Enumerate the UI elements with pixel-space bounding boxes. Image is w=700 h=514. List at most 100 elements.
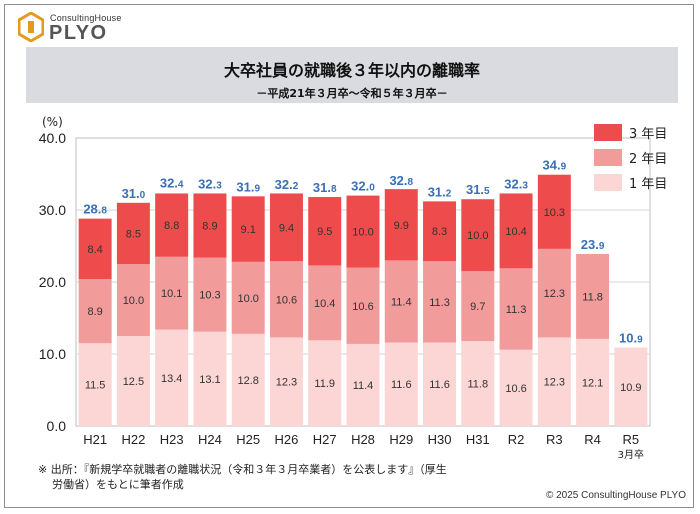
x-tick-label: H29 xyxy=(389,432,413,447)
bar-segment-2-year xyxy=(155,256,189,330)
bar-segment-3-year xyxy=(269,193,303,262)
x-tick-label: H25 xyxy=(236,432,260,447)
bar-segment-3-year xyxy=(193,193,227,258)
data-label: 13.1 xyxy=(199,374,220,386)
data-label: 8.5 xyxy=(126,228,141,240)
y-tick-label: 30.0 xyxy=(39,202,66,218)
data-label: 8.9 xyxy=(202,220,217,232)
total-dec: 3 xyxy=(522,180,528,191)
total-label: 31.8 xyxy=(313,180,337,195)
total-dec: 4 xyxy=(178,180,184,191)
bar-segment-3-year xyxy=(155,193,189,257)
bar-segment-1-year xyxy=(155,329,189,426)
total-label: 32.8 xyxy=(389,173,413,188)
data-label: 10.0 xyxy=(352,227,373,239)
copyright: © 2025 ConsultingHouse PLYO xyxy=(545,490,686,501)
legend-label: 2 年目 xyxy=(629,152,667,167)
total-int: 31. xyxy=(313,180,331,195)
data-label: 12.3 xyxy=(544,288,565,300)
y-tick-label: 20.0 xyxy=(39,274,66,290)
bar-segment-2-year xyxy=(537,248,571,338)
total-dec: 8 xyxy=(101,206,107,217)
total-dec: 8 xyxy=(408,177,414,188)
x-tick-label: R3 xyxy=(546,432,563,447)
total-dec: 9 xyxy=(561,162,567,173)
total-int: 31. xyxy=(122,186,140,201)
total-int: 31. xyxy=(236,179,254,194)
total-dec: 9 xyxy=(637,335,643,346)
data-label: 9.7 xyxy=(470,301,485,313)
data-label: 9.1 xyxy=(241,224,256,236)
bar-segment-1-year xyxy=(384,342,418,426)
total-label: 32.4 xyxy=(160,176,184,191)
total-int: 23. xyxy=(581,237,599,252)
data-label: 11.3 xyxy=(506,304,527,316)
data-label: 8.4 xyxy=(87,244,102,256)
data-label: 10.1 xyxy=(161,288,182,300)
total-int: 32. xyxy=(389,173,407,188)
legend-swatch xyxy=(594,174,622,191)
bar-segment-3-year xyxy=(308,197,342,266)
title-banner: 大卒社員の就職後３年以内の離職率 －平成21年３月卒～令和５年３月卒－ xyxy=(26,47,678,103)
data-label: 10.9 xyxy=(620,382,641,394)
total-dec: 0 xyxy=(140,190,146,201)
legend-label: 1 年目 xyxy=(629,177,667,192)
data-label: 12.5 xyxy=(123,376,144,388)
source-note: ※ 出所：『新規学卒就職者の離職状況（令和３年３月卒業者）を公表します』（厚生 … xyxy=(38,462,598,492)
total-dec: 9 xyxy=(599,241,605,252)
bar-segment-1-year xyxy=(499,349,533,426)
bar-segment-2-year xyxy=(231,261,265,334)
x-tick-label: H31 xyxy=(466,432,490,447)
data-label: 8.8 xyxy=(164,220,179,232)
data-label: 11.6 xyxy=(429,379,450,391)
data-label: 11.6 xyxy=(391,379,412,391)
bar-segment-2-year xyxy=(384,260,418,343)
x-tick-label: H21 xyxy=(83,432,107,447)
total-dec: 2 xyxy=(446,188,452,199)
x-tick-label: R4 xyxy=(584,432,601,447)
bar-segment-2-year xyxy=(423,261,457,343)
source-line-1: ※ 出所：『新規学卒就職者の離職状況（令和３年３月卒業者）を公表します』（厚生 xyxy=(38,463,447,476)
bar-segment-3-year xyxy=(423,201,457,262)
bar-segment-1-year xyxy=(614,347,648,426)
bar-segment-1-year xyxy=(537,337,571,426)
total-dec: 5 xyxy=(484,186,490,197)
x-tick-label: H27 xyxy=(313,432,337,447)
data-label: 12.3 xyxy=(276,377,297,389)
data-label: 9.4 xyxy=(279,222,294,234)
chart-title: 大卒社員の就職後３年以内の離職率 xyxy=(223,61,480,80)
total-label: 34.9 xyxy=(543,158,567,173)
data-label: 12.3 xyxy=(544,377,565,389)
bar-segment-2-year xyxy=(269,261,303,338)
data-label: 10.0 xyxy=(237,293,258,305)
data-label: 10.6 xyxy=(276,294,297,306)
bar-segment-1-year xyxy=(461,341,495,426)
total-int: 10. xyxy=(619,331,637,346)
bar-segment-3-year xyxy=(346,195,380,268)
total-dec: 0 xyxy=(369,183,375,194)
data-label: 10.4 xyxy=(505,226,526,238)
total-int: 31. xyxy=(428,184,446,199)
data-label: 10.0 xyxy=(467,230,488,242)
bar-segment-1-year xyxy=(423,342,457,426)
data-label: 10.3 xyxy=(199,290,220,302)
bar-segment-3-year xyxy=(384,189,418,261)
y-tick-label: 40.0 xyxy=(39,130,66,146)
hexagon-logo-icon xyxy=(18,12,44,42)
bar-segment-3-year xyxy=(499,193,533,269)
bar-segment-1-year xyxy=(116,336,150,426)
x-tick-label: H22 xyxy=(121,432,145,447)
x-tick-label: H24 xyxy=(198,432,222,447)
bar-segment-2-year xyxy=(461,271,495,342)
bar-segment-3-year xyxy=(537,174,571,249)
total-label: 32.3 xyxy=(198,176,222,191)
y-tick-label: 10.0 xyxy=(39,346,66,362)
bar-segment-1-year xyxy=(346,343,380,426)
data-label: 11.4 xyxy=(353,380,374,392)
data-label: 11.3 xyxy=(429,297,450,309)
total-int: 32. xyxy=(160,176,178,191)
data-label: 13.4 xyxy=(161,373,182,385)
data-label: 10.3 xyxy=(544,207,565,219)
total-label: 31.5 xyxy=(466,182,490,197)
